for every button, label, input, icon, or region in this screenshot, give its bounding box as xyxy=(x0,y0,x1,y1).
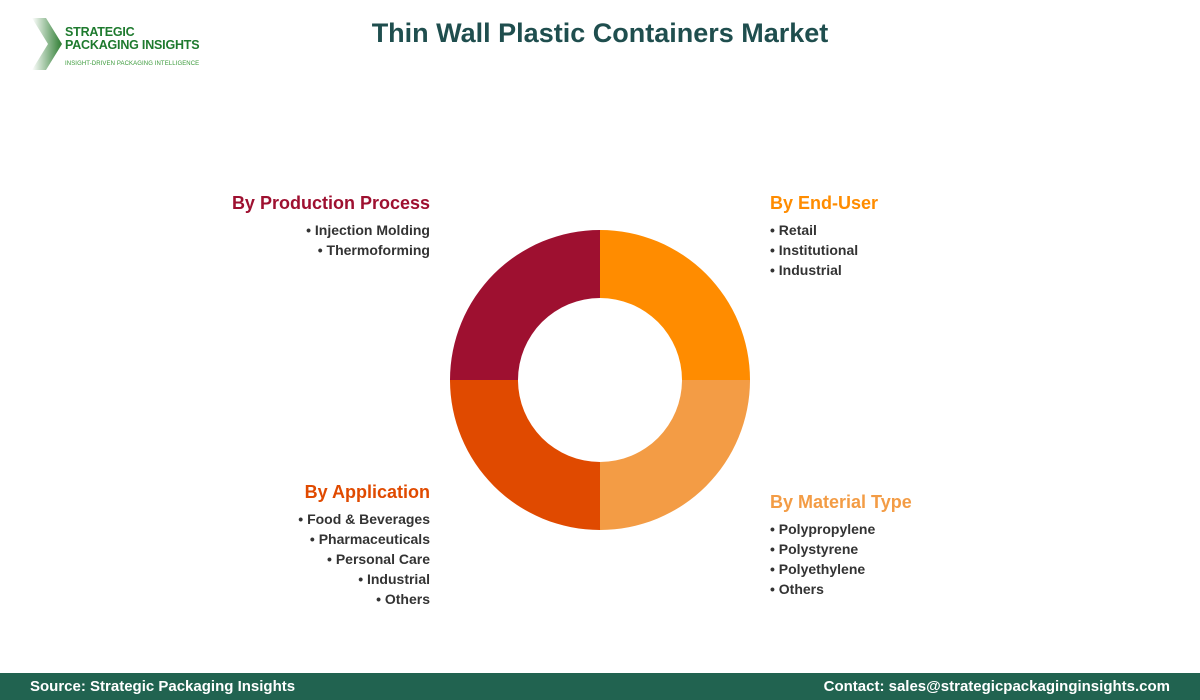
group-production-process: By Production Process Injection MoldingT… xyxy=(232,193,430,260)
list-item: Injection Molding xyxy=(232,220,430,240)
list-item: Institutional xyxy=(770,240,878,260)
segment-production-process xyxy=(450,230,600,380)
chevron-logo-icon xyxy=(32,18,62,70)
group-title: By Material Type xyxy=(770,492,912,512)
list-item: Polystyrene xyxy=(770,539,912,559)
source-text: Source: Strategic Packaging Insights xyxy=(30,678,296,695)
group-material-type: By Material Type PolypropylenePolystyren… xyxy=(770,492,912,599)
list-item: Industrial xyxy=(298,569,430,589)
contact-text: Contact: sales@strategicpackaginginsight… xyxy=(823,678,1170,695)
page-title: Thin Wall Plastic Containers Market xyxy=(371,18,829,48)
list-item: Food & Beverages xyxy=(298,509,430,529)
group-title: By Production Process xyxy=(231,193,430,213)
list-item: Others xyxy=(298,589,430,609)
group-title: By Application xyxy=(304,482,430,502)
segment-end-user xyxy=(600,230,750,380)
list-item: Retail xyxy=(770,220,878,240)
logo-line1: STRATEGIC xyxy=(65,25,135,39)
list-item: Pharmaceuticals xyxy=(298,529,430,549)
list-item: Personal Care xyxy=(298,549,430,569)
logo: STRATEGIC PACKAGING INSIGHTS INSIGHT-DRIV… xyxy=(30,18,200,73)
segment-material-type xyxy=(600,380,750,530)
footer: Source: Strategic Packaging Insights Con… xyxy=(0,673,1200,700)
segment-application xyxy=(450,380,600,530)
logo-tagline: INSIGHT-DRIVEN PACKAGING INTELLIGENCE xyxy=(65,61,200,67)
list-item: Thermoforming xyxy=(232,240,430,260)
list-item: Polyethylene xyxy=(770,559,912,579)
list-item: Others xyxy=(770,579,912,599)
group-end-user: By End-User RetailInstitutionalIndustria… xyxy=(770,193,878,280)
donut-chart xyxy=(450,230,750,530)
list-item: Industrial xyxy=(770,260,878,280)
logo-line2: PACKAGING INSIGHTS xyxy=(65,38,200,52)
group-application: By Application Food & BeveragesPharmaceu… xyxy=(298,482,430,609)
list-item: Polypropylene xyxy=(770,519,912,539)
group-title: By End-User xyxy=(770,193,879,213)
